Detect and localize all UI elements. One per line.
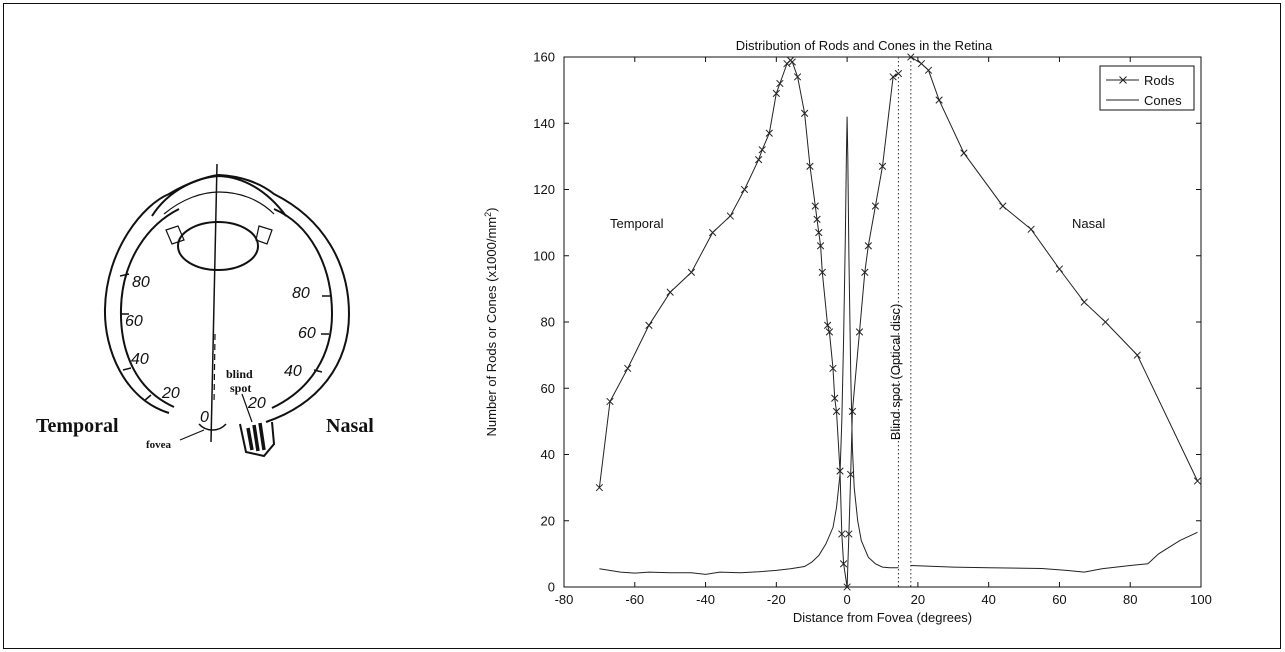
x-tick-label: -80 (555, 592, 574, 607)
y-tick-label: 80 (541, 315, 555, 330)
x-tick-label: 100 (1190, 592, 1212, 607)
eye-nasal-angle-40: 40 (284, 363, 302, 380)
y-tick-label: 40 (541, 447, 555, 462)
x-tick-label: -60 (625, 592, 644, 607)
ciliary-left (166, 226, 184, 244)
x-tick-label: 0 (843, 592, 850, 607)
eye-temporal-angle-60: 60 (125, 313, 143, 330)
eye-blind-label-1: blind (226, 367, 253, 381)
chart-title: Distribution of Rods and Cones in the Re… (736, 38, 993, 53)
y-tick-label: 60 (541, 381, 555, 396)
legend-rods-label: Rods (1144, 73, 1175, 88)
x-tick-label: -40 (696, 592, 715, 607)
optical-axis-dashed (214, 334, 215, 404)
eye-nasal-angle-20: 20 (247, 395, 266, 412)
x-tick-label: -20 (767, 592, 786, 607)
rods-cones-chart: Distribution of Rods and Cones in the Re… (483, 38, 1212, 625)
optic-nerve-fibers (248, 423, 264, 451)
eye-temporal-angle-80: 80 (132, 274, 150, 291)
x-axis-label: Distance from Fovea (degrees) (793, 610, 972, 625)
y-tick-label: 20 (541, 513, 555, 528)
legend-cones-label: Cones (1144, 93, 1182, 108)
y-tick-label: 100 (533, 248, 555, 263)
ciliary-right (256, 226, 272, 244)
eye-temporal-angle-40: 40 (131, 351, 149, 368)
eye-nasal-angle-60: 60 (298, 325, 316, 342)
eye-nasal-angle-80: 80 (292, 285, 310, 302)
figure-canvas: Temporal Nasal fovea blind spot 80 60 40… (4, 4, 1279, 647)
eyeball-outline (105, 175, 349, 422)
cornea-inner (164, 192, 274, 214)
eye-temporal-angle-20: 20 (161, 385, 180, 402)
y-axis-label: Number of Rods or Cones (x1000/mm2) (483, 207, 499, 436)
figure-frame: Temporal Nasal fovea blind spot 80 60 40… (3, 3, 1281, 649)
y-tick-label: 120 (533, 182, 555, 197)
x-tick-label: 80 (1123, 592, 1137, 607)
lens (178, 222, 258, 270)
visual-axis-line (211, 164, 217, 442)
eye-diagram (105, 164, 349, 456)
blind-spot-annotation: Blind spot (Optical disc) (888, 304, 903, 441)
cornea (152, 176, 286, 216)
fovea-pointer (180, 430, 204, 440)
x-tick-label: 60 (1052, 592, 1066, 607)
y-axis-label-main: Number of Rods or Cones (x1000/mm (484, 217, 499, 437)
y-tick-label: 0 (548, 580, 555, 595)
eye-nasal-label: Nasal (326, 415, 374, 437)
y-axis-label-end: ) (484, 207, 499, 211)
nasal-annotation: Nasal (1072, 216, 1105, 231)
y-tick-label: 160 (533, 50, 555, 65)
eye-angle-labels: 80 60 40 20 0 80 60 40 20 (125, 274, 316, 426)
eye-blind-label-2: spot (230, 381, 251, 395)
x-tick-label: 40 (981, 592, 995, 607)
temporal-annotation: Temporal (610, 216, 664, 231)
eye-temporal-label: Temporal (36, 415, 119, 437)
eye-fovea-label: fovea (146, 439, 172, 451)
legend: Rods Cones (1100, 66, 1194, 110)
eye-temporal-angle-0: 0 (200, 409, 209, 426)
y-tick-label: 140 (533, 116, 555, 131)
x-tick-label: 20 (911, 592, 925, 607)
